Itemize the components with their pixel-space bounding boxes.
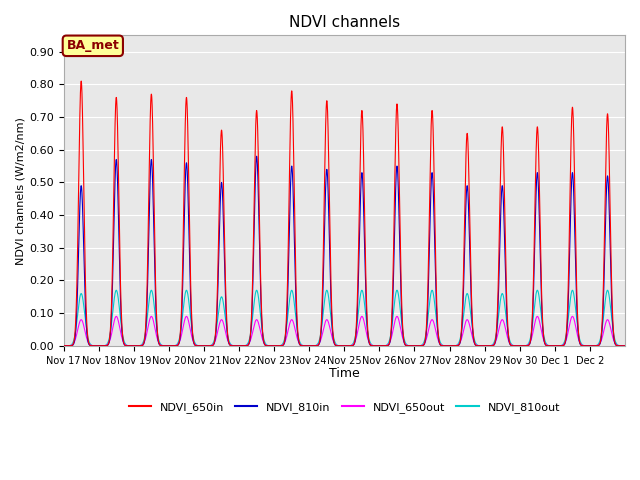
Legend: NDVI_650in, NDVI_810in, NDVI_650out, NDVI_810out: NDVI_650in, NDVI_810in, NDVI_650out, NDV…	[124, 398, 564, 418]
Title: NDVI channels: NDVI channels	[289, 15, 400, 30]
X-axis label: Time: Time	[329, 367, 360, 380]
Text: BA_met: BA_met	[67, 39, 119, 52]
Y-axis label: NDVI channels (W/m2/nm): NDVI channels (W/m2/nm)	[15, 117, 25, 264]
